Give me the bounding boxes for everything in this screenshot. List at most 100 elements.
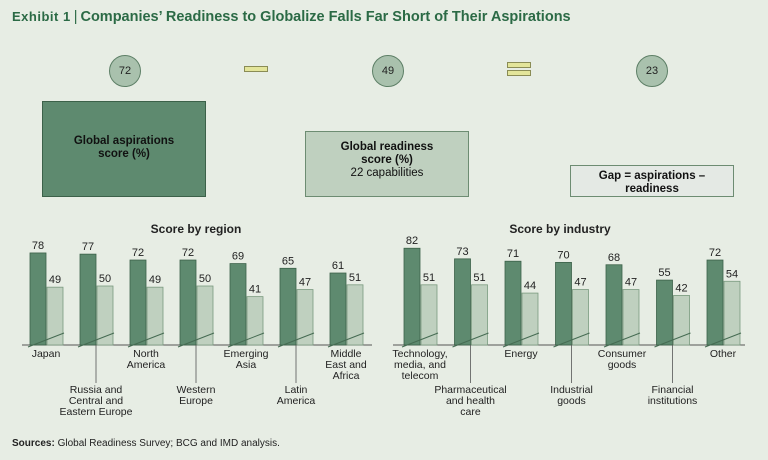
industry-readiness-value: 47 <box>625 277 637 289</box>
region-aspiration-bar <box>29 252 47 346</box>
region-category-label: Europe <box>179 395 213 407</box>
industry-category-label: and health <box>446 395 495 407</box>
gap-box: Gap = aspirations – readiness <box>570 165 734 197</box>
region-readiness-value: 50 <box>99 273 111 285</box>
equals-sign-bottom-icon <box>507 70 531 76</box>
readiness-box-sublabel: 22 capabilities <box>350 167 424 179</box>
region-readiness-value: 51 <box>349 272 361 284</box>
equals-sign-top-icon <box>507 62 531 68</box>
industry-readiness-value: 54 <box>726 268 738 280</box>
region-leader-line <box>27 332 65 348</box>
gap-score-circle: 23 <box>636 55 668 87</box>
region-readiness-bar <box>296 289 314 346</box>
region-category-label: America <box>127 359 166 371</box>
aspirations-score-circle: 72 <box>109 55 141 87</box>
region-category-label: Latin <box>285 384 308 396</box>
region-readiness-value: 41 <box>249 284 261 296</box>
region-readiness-bar <box>46 286 64 346</box>
industry-aspiration-bar <box>555 261 572 346</box>
industry-aspiration-value: 72 <box>709 247 721 259</box>
industry-readiness-value: 51 <box>423 272 435 284</box>
region-aspiration-bar <box>179 259 197 346</box>
gap-box-label: Gap = aspirations – readiness <box>598 170 706 195</box>
exhibit-title-text: Companies’ Readiness to Globalize Falls … <box>80 9 571 25</box>
industry-category-label: Pharmaceutical <box>434 384 506 396</box>
industry-category-label: Technology, <box>392 348 447 360</box>
industry-leader-line <box>401 332 439 348</box>
region-aspiration-bar <box>79 253 97 346</box>
industry-aspiration-bar <box>656 279 673 346</box>
region-aspiration-bar <box>129 259 147 346</box>
exhibit-title: Exhibit 1 | Companies’ Readiness to Global… <box>12 9 571 25</box>
industry-leader-line <box>452 332 489 348</box>
industry-aspiration-value: 55 <box>658 267 670 279</box>
region-aspiration-value: 72 <box>132 247 144 259</box>
industry-category-label: Industrial <box>550 384 593 396</box>
region-readiness-bar <box>346 284 364 346</box>
industry-leader-line <box>654 332 691 348</box>
industry-readiness-value: 42 <box>675 282 687 294</box>
industry-category-label: Energy <box>504 348 538 360</box>
industry-aspiration-value: 68 <box>608 252 620 264</box>
region-category-label: Eastern Europe <box>60 406 133 418</box>
region-leader-line <box>277 332 315 348</box>
region-readiness-value: 50 <box>199 273 211 285</box>
industry-category-label: goods <box>557 395 586 407</box>
region-category-label: Middle <box>331 348 362 360</box>
industry-aspiration-bar <box>403 247 421 346</box>
region-aspiration-value: 77 <box>82 241 94 253</box>
industry-category-label: Other <box>710 348 737 360</box>
region-category-label: Western <box>177 384 216 396</box>
industry-readiness-bar <box>471 284 488 346</box>
region-leader-line <box>227 332 265 348</box>
region-aspiration-bar <box>229 263 247 346</box>
minus-sign-icon <box>244 66 268 72</box>
industry-aspiration-value: 82 <box>406 235 418 247</box>
industry-readiness-value: 47 <box>574 277 586 289</box>
industry-aspiration-value: 73 <box>456 246 468 258</box>
region-readiness-bar <box>96 285 114 346</box>
industry-category-label: Financial <box>651 384 693 396</box>
readiness-box: Global readiness score (%) 22 capabiliti… <box>305 131 469 197</box>
region-category-label: Africa <box>333 370 360 382</box>
aspirations-box-label: Global aspirations score (%) <box>73 135 175 160</box>
region-leader-line <box>77 332 115 348</box>
industry-readiness-bar <box>420 284 438 346</box>
industry-leader-line <box>603 332 641 348</box>
region-category-label: Central and <box>69 395 123 407</box>
industry-category-label: telecom <box>402 370 439 382</box>
region-category-label: Russia and <box>70 384 123 396</box>
industry-aspiration-bar <box>454 258 471 346</box>
title-separator: | <box>73 9 78 25</box>
sources-note: Sources: Global Readiness Survey; BCG an… <box>12 438 280 449</box>
industry-readiness-bar <box>572 289 589 346</box>
industry-category-label: care <box>460 406 481 418</box>
region-category-label: North <box>133 348 159 360</box>
industry-readiness-bar <box>521 292 539 346</box>
sources-text: Global Readiness Survey; BCG and IMD ana… <box>57 438 280 449</box>
industry-leader-line <box>553 332 590 348</box>
readiness-box-label: Global readiness score (%) <box>340 141 434 166</box>
region-aspiration-value: 78 <box>32 240 44 252</box>
industry-readiness-value: 51 <box>473 272 485 284</box>
industry-category-label: goods <box>608 359 637 371</box>
region-category-label: Asia <box>236 359 257 371</box>
region-category-label: East and <box>325 359 367 371</box>
region-aspiration-bar <box>329 272 347 346</box>
region-aspiration-value: 61 <box>332 260 344 272</box>
industry-aspiration-bar <box>605 264 623 346</box>
industry-leader-line <box>502 332 540 348</box>
industry-leader-line <box>704 332 742 348</box>
industry-category-label: institutions <box>648 395 698 407</box>
region-readiness-value: 49 <box>49 274 61 286</box>
region-chart-title: Score by region <box>150 222 242 236</box>
industry-readiness-bar <box>622 289 640 346</box>
region-category-label: Emerging <box>224 348 269 360</box>
region-category-label: Japan <box>32 348 61 360</box>
region-leader-line <box>177 332 215 348</box>
region-readiness-bar <box>246 296 264 346</box>
industry-readiness-value: 44 <box>524 280 536 292</box>
region-readiness-value: 49 <box>149 274 161 286</box>
industry-aspiration-value: 70 <box>557 249 569 261</box>
